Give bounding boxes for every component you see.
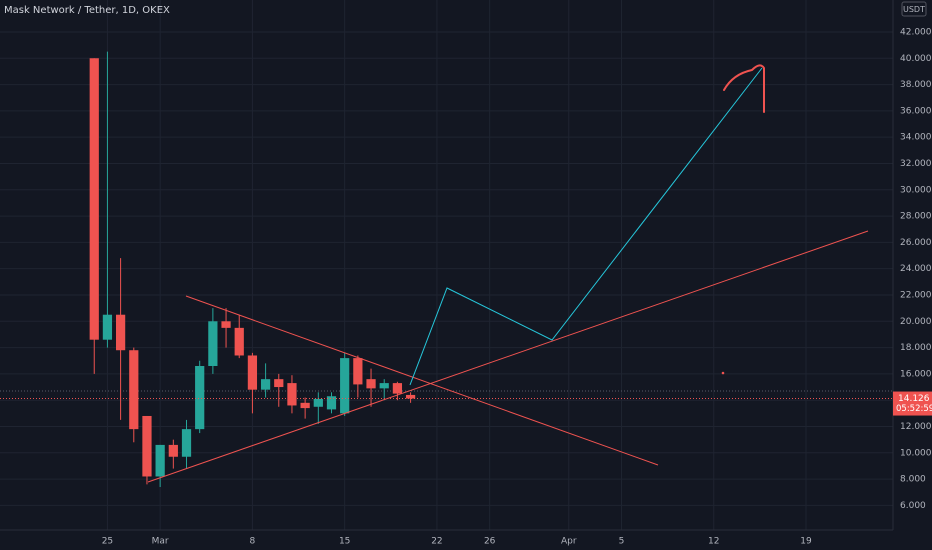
axes: 6.0008.00010.00012.00014.00016.00018.000… bbox=[0, 27, 932, 547]
candle-body bbox=[89, 58, 99, 340]
candle-body bbox=[181, 429, 192, 457]
trend-line bbox=[147, 230, 869, 483]
candle-body bbox=[287, 383, 297, 406]
projection-path bbox=[409, 67, 763, 386]
y-tick-label: 34.000 bbox=[900, 133, 932, 143]
candle-body bbox=[366, 379, 376, 389]
y-tick-label: 16.000 bbox=[900, 369, 932, 379]
x-tick-label: 25 bbox=[102, 537, 113, 547]
y-tick-label: 10.000 bbox=[900, 448, 932, 458]
grid bbox=[0, 0, 893, 530]
y-tick-label: 8.000 bbox=[900, 475, 926, 485]
candle-body bbox=[260, 379, 271, 390]
currency-badge bbox=[901, 1, 927, 17]
candle-body bbox=[392, 383, 403, 394]
x-tick-label: 26 bbox=[484, 537, 496, 547]
y-tick-label: 6.000 bbox=[900, 501, 926, 511]
dot bbox=[721, 371, 725, 375]
last-price-label: 14.126 bbox=[898, 394, 930, 404]
candle-body bbox=[405, 394, 416, 399]
candle-body bbox=[129, 350, 139, 430]
candle-body bbox=[208, 321, 218, 367]
x-tick-label: 15 bbox=[339, 537, 350, 547]
candle-body bbox=[300, 402, 310, 409]
y-tick-label: 36.000 bbox=[900, 106, 932, 116]
candle-body bbox=[115, 314, 126, 351]
candle-body bbox=[340, 358, 350, 414]
candle-body bbox=[234, 327, 244, 356]
candles bbox=[89, 51, 416, 487]
y-tick-label: 20.000 bbox=[900, 317, 932, 327]
last-price-badge bbox=[893, 391, 932, 416]
y-tick-label: 42.000 bbox=[900, 27, 932, 37]
y-tick-label: 26.000 bbox=[900, 238, 932, 248]
candle-body bbox=[353, 358, 363, 385]
y-tick-label: 30.000 bbox=[900, 185, 932, 195]
currency-label: USDT bbox=[903, 5, 925, 14]
candle-body bbox=[247, 355, 258, 390]
candle-body bbox=[221, 321, 231, 328]
candle-body bbox=[195, 366, 205, 430]
trend-line bbox=[185, 295, 659, 466]
y-tick-label: 32.000 bbox=[900, 159, 932, 169]
y-tick-label: 18.000 bbox=[900, 343, 932, 353]
candle-body bbox=[168, 444, 178, 457]
y-tick-label: 38.000 bbox=[900, 80, 932, 90]
y-tick-label: 12.000 bbox=[900, 422, 932, 432]
candle-body bbox=[379, 383, 389, 389]
y-tick-label: 40.000 bbox=[900, 54, 932, 64]
candle-body bbox=[102, 314, 113, 340]
candle-body bbox=[155, 444, 165, 477]
x-tick-label: Apr bbox=[561, 537, 577, 547]
chart-title: Mask Network / Tether, 1D, OKEX bbox=[4, 5, 170, 16]
drawings bbox=[147, 64, 869, 483]
x-tick-label: Mar bbox=[152, 537, 169, 547]
x-tick-label: 5 bbox=[619, 537, 625, 547]
x-tick-label: 12 bbox=[708, 537, 719, 547]
x-tick-label: 8 bbox=[250, 537, 256, 547]
hand-drawing bbox=[723, 64, 765, 113]
candle-body bbox=[313, 398, 323, 407]
y-tick-label: 22.000 bbox=[900, 290, 932, 300]
candle-body bbox=[274, 379, 284, 388]
x-tick-label: 19 bbox=[800, 537, 812, 547]
countdown-label: 05:52:59 bbox=[896, 404, 932, 414]
y-tick-label: 24.000 bbox=[900, 264, 932, 274]
candle-body bbox=[326, 396, 337, 410]
candle-body bbox=[142, 415, 152, 477]
x-tick-label: 22 bbox=[431, 537, 442, 547]
y-tick-label: 28.000 bbox=[900, 212, 932, 222]
